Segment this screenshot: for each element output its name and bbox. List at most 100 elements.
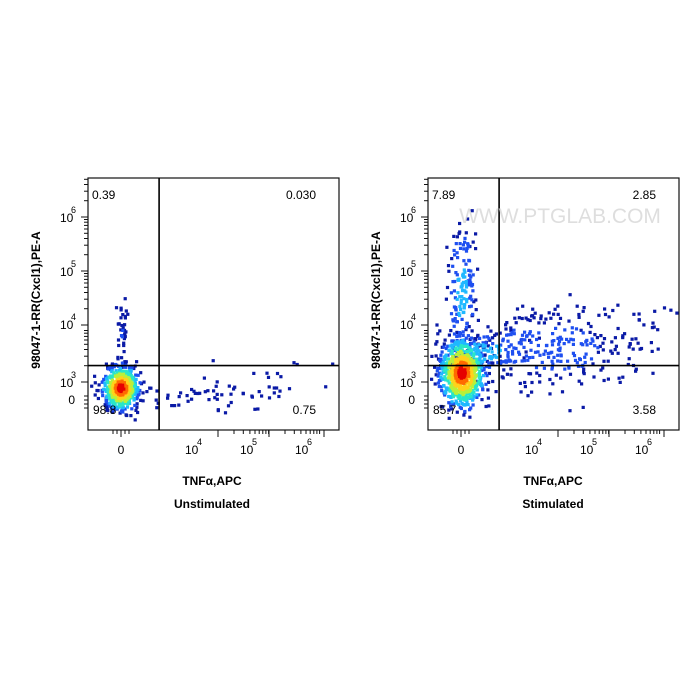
data-point bbox=[123, 323, 127, 327]
data-point bbox=[108, 397, 112, 401]
data-point bbox=[452, 332, 457, 336]
svg-text:10: 10 bbox=[60, 318, 74, 332]
data-point bbox=[579, 328, 583, 332]
data-point bbox=[603, 312, 608, 317]
data-point bbox=[454, 387, 458, 391]
data-point bbox=[459, 368, 463, 372]
data-point bbox=[601, 366, 605, 370]
data-point bbox=[477, 375, 482, 379]
data-point bbox=[566, 359, 570, 363]
data-point bbox=[454, 353, 459, 357]
data-point bbox=[101, 394, 105, 398]
data-point bbox=[528, 318, 532, 323]
y-tick-label-0: 0 bbox=[408, 393, 415, 407]
data-point bbox=[614, 344, 618, 348]
data-point bbox=[458, 385, 462, 389]
data-point bbox=[514, 346, 518, 351]
data-point bbox=[443, 393, 447, 397]
data-point bbox=[252, 371, 256, 375]
data-point bbox=[123, 335, 127, 339]
data-point bbox=[479, 354, 483, 358]
data-point bbox=[512, 328, 516, 332]
data-point bbox=[207, 398, 211, 402]
data-point bbox=[551, 382, 555, 386]
data-point bbox=[589, 324, 593, 329]
data-point bbox=[530, 314, 534, 318]
data-point bbox=[482, 357, 486, 361]
data-point bbox=[518, 341, 522, 345]
data-point bbox=[133, 418, 137, 422]
data-point bbox=[121, 396, 125, 400]
data-point bbox=[467, 374, 471, 378]
data-point bbox=[602, 378, 606, 383]
data-point bbox=[442, 355, 447, 359]
data-point bbox=[485, 374, 489, 378]
data-point bbox=[459, 298, 463, 302]
data-point bbox=[108, 376, 112, 380]
data-point bbox=[459, 371, 463, 375]
svg-text:10: 10 bbox=[525, 443, 539, 457]
data-point bbox=[250, 394, 254, 398]
data-point bbox=[447, 348, 451, 352]
data-point bbox=[610, 340, 614, 344]
data-point bbox=[452, 324, 456, 328]
data-point bbox=[507, 345, 511, 349]
data-point bbox=[599, 368, 603, 372]
data-point bbox=[590, 337, 594, 341]
data-point bbox=[523, 380, 527, 385]
data-point bbox=[631, 347, 635, 351]
data-point bbox=[459, 366, 463, 370]
data-point bbox=[543, 349, 547, 353]
data-point bbox=[462, 403, 466, 407]
data-point bbox=[450, 400, 454, 404]
data-point bbox=[458, 390, 462, 394]
data-point bbox=[124, 374, 128, 378]
data-point bbox=[531, 355, 535, 359]
data-point bbox=[589, 341, 593, 345]
y-tick-label-1e6: 106 bbox=[400, 205, 416, 225]
data-point bbox=[131, 389, 135, 393]
data-point bbox=[452, 248, 456, 253]
density-points bbox=[430, 209, 679, 420]
svg-text:5: 5 bbox=[71, 259, 76, 269]
data-point bbox=[103, 381, 107, 385]
data-point bbox=[469, 406, 473, 410]
data-point bbox=[134, 373, 138, 377]
y-axis-label: 98047-1-RR(Cxcl1),PE-A bbox=[29, 231, 43, 369]
data-point bbox=[455, 410, 459, 414]
data-point bbox=[121, 393, 125, 397]
data-point bbox=[459, 376, 464, 380]
data-point bbox=[548, 392, 552, 396]
data-point bbox=[455, 372, 459, 377]
data-point bbox=[156, 401, 160, 405]
data-point bbox=[476, 267, 480, 271]
data-point bbox=[504, 327, 508, 331]
data-point bbox=[487, 404, 491, 408]
data-point bbox=[97, 383, 101, 387]
data-point bbox=[120, 335, 124, 339]
data-point bbox=[538, 380, 542, 384]
data-point bbox=[106, 375, 110, 379]
data-point bbox=[616, 351, 620, 355]
data-point bbox=[90, 384, 94, 388]
data-point bbox=[528, 330, 532, 334]
data-point bbox=[457, 369, 461, 373]
data-point bbox=[472, 340, 476, 344]
data-point bbox=[528, 338, 532, 342]
data-point bbox=[577, 315, 581, 319]
data-point bbox=[478, 369, 482, 373]
data-point bbox=[506, 333, 510, 337]
data-point bbox=[434, 354, 438, 358]
data-point bbox=[466, 354, 470, 358]
data-point bbox=[477, 365, 481, 369]
data-point bbox=[461, 243, 465, 247]
data-point bbox=[517, 352, 522, 356]
data-point bbox=[126, 372, 130, 376]
data-point bbox=[451, 264, 455, 268]
data-point bbox=[467, 325, 471, 329]
data-point bbox=[459, 307, 463, 311]
data-point bbox=[481, 388, 485, 392]
data-point bbox=[609, 349, 613, 353]
data-point bbox=[509, 333, 513, 337]
data-point bbox=[213, 396, 217, 400]
